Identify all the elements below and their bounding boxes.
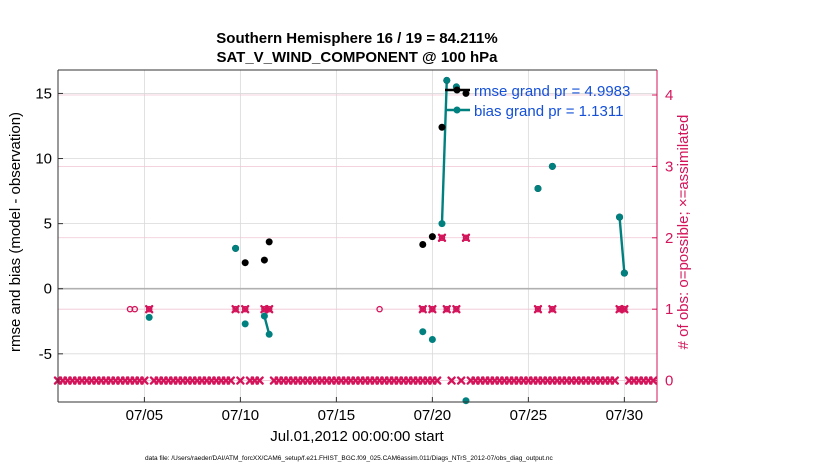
- y-right-tick-label: 3: [665, 158, 673, 175]
- obs-assimilated-marker: [620, 304, 629, 314]
- legend-rmse-label: rmse grand pr = 4.9983: [474, 83, 630, 100]
- y-axis-label-right: # of obs: o=possible; ×=assimilated: [675, 115, 692, 350]
- rmse-point: [428, 233, 436, 241]
- y-left-tick-label: 5: [44, 216, 52, 233]
- rmse-point: [462, 89, 470, 97]
- chart-title: Southern Hemisphere 16 / 19 = 84.211%: [216, 30, 497, 47]
- obs-assimilated-marker: [452, 304, 461, 314]
- obs-assimilated-marker: [610, 376, 619, 385]
- x-tick-label: 07/25: [510, 407, 548, 424]
- plot-area: 07/05 07/10 07/15 07/20 07/25 07/30 -5 0 5 10 15 0 1…: [35, 69, 673, 424]
- obs-possible-marker: [534, 305, 542, 313]
- obs-possible-marker: [453, 305, 460, 313]
- legend-bias-marker: [453, 106, 461, 114]
- obs-assimilated-marker: [437, 233, 447, 242]
- bias-point: [534, 184, 542, 192]
- obs-assimilated-marker: [255, 376, 264, 385]
- legend-rmse-marker: [453, 86, 461, 94]
- bias-point: [616, 213, 624, 221]
- y-left-tick-label: 10: [35, 151, 52, 168]
- obs-assimilated-marker: [428, 304, 437, 314]
- obs-assimilated-marker: [418, 304, 427, 314]
- obs-assimilated-marker: [432, 376, 442, 385]
- obs-assimilated-marker: [226, 376, 235, 385]
- bias-point: [548, 162, 556, 170]
- obs-assimilated-marker: [231, 304, 240, 314]
- obs-assimilated-marker: [533, 304, 543, 314]
- obs-assimilated-marker: [447, 376, 456, 385]
- data-file-footer: data file: /Users/raeder/DAI/ATM_forcXX/…: [145, 455, 554, 462]
- bias-point: [443, 76, 451, 84]
- obs-assimilated-marker: [236, 376, 245, 385]
- x-tick-label: 07/15: [318, 407, 356, 424]
- rmse-point: [419, 240, 427, 248]
- bias-point: [145, 313, 153, 321]
- obs-possible-marker: [621, 305, 628, 313]
- rmse-point: [438, 123, 446, 131]
- y-right-tick-label: 1: [665, 301, 673, 318]
- obs-assimilated-marker: [144, 304, 154, 314]
- y-right-tick-label: 2: [665, 230, 673, 247]
- obs-possible-marker: [429, 305, 436, 313]
- bias-point: [232, 244, 240, 252]
- obs-assimilated-marker: [140, 376, 149, 385]
- chart-subtitle: SAT_V_WIND_COMPONENT @ 100 hPa: [216, 49, 498, 66]
- y-left-tick-label: 0: [44, 281, 52, 298]
- y-left-tick-label: -5: [39, 346, 52, 363]
- legend-bias-label: bias grand pr = 1.1311: [474, 103, 623, 120]
- obs-possible-marker: [549, 305, 556, 313]
- y-left-tick-label: 15: [35, 85, 52, 102]
- obs-assimilated-marker: [456, 376, 466, 385]
- y-right-tick-label: 0: [665, 373, 673, 390]
- rmse-point: [265, 238, 273, 246]
- x-tick-label: 07/05: [126, 407, 164, 424]
- bias-line-segment: [440, 80, 448, 224]
- bias-line-segment: [618, 217, 626, 274]
- bias-point: [438, 220, 446, 228]
- obs-assimilated-marker: [264, 304, 274, 314]
- y-axis-label-left: rmse and bias (model - observation): [7, 112, 24, 352]
- obs-assimilated-marker: [461, 233, 471, 242]
- obs-possible-marker: [145, 305, 153, 313]
- obs-possible-marker: [462, 234, 470, 242]
- obs-possible-marker: [232, 305, 239, 313]
- bias-point: [620, 269, 628, 277]
- bias-point: [419, 328, 427, 336]
- obs-possible-marker: [419, 305, 427, 313]
- obs-assimilated-marker: [548, 304, 557, 314]
- obs-possible-marker: [443, 305, 451, 313]
- obs-assimilated-marker: [442, 304, 451, 314]
- obs-possible-marker: [131, 305, 139, 313]
- obs-possible-marker: [438, 234, 446, 242]
- rmse-point: [260, 256, 268, 264]
- bias-point: [265, 330, 273, 338]
- bias-point: [241, 320, 249, 328]
- obs-possible-marker: [376, 305, 383, 313]
- x-axis-label: Jul.01,2012 00:00:00 start: [270, 428, 444, 445]
- x-tick-label: 07/30: [606, 407, 644, 424]
- x-tick-label: 07/20: [414, 407, 452, 424]
- bias-point: [428, 336, 436, 344]
- bias-point: [462, 397, 470, 405]
- obs-possible-marker: [241, 305, 249, 313]
- obs-assimilated-marker: [240, 304, 250, 314]
- rmse-point: [241, 259, 249, 267]
- x-tick-label: 07/10: [222, 407, 260, 424]
- legend: rmse grand pr = 4.9983 bias grand pr = 1…: [445, 83, 630, 120]
- obs-possible-marker: [265, 305, 273, 313]
- y-right-tick-label: 4: [665, 87, 673, 104]
- bias-point: [260, 312, 268, 320]
